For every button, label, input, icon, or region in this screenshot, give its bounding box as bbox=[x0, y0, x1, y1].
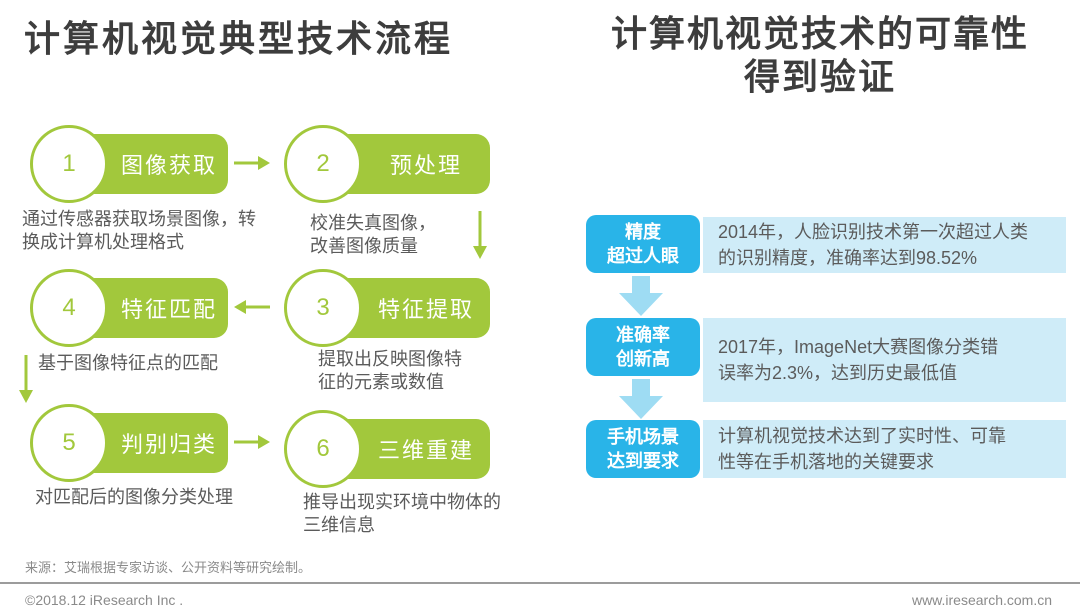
footer-divider bbox=[0, 582, 1080, 584]
verification-text-1: 2014年，人脸识别技术第一次超过人类 的识别精度，准确率达到98.52% bbox=[703, 217, 1066, 273]
step-description-5: 对匹配后的图像分类处理 bbox=[35, 487, 233, 507]
verification-label-2: 准确率 创新高 bbox=[586, 318, 700, 376]
flow-arrow-down-icon bbox=[473, 211, 487, 259]
block-arrow-down-icon bbox=[619, 379, 663, 419]
flow-arrow-right-icon bbox=[234, 435, 270, 449]
step-number-badge-6: 6 bbox=[284, 410, 362, 488]
source-note: 来源：艾瑞根据专家访谈、公开资料等研究绘制。 bbox=[25, 560, 312, 575]
step-description-1: 通过传感器获取场景图像，转 换成计算机处理格式 bbox=[22, 209, 256, 252]
verification-label-3: 手机场景 达到要求 bbox=[586, 420, 700, 478]
step-label: 特征提取 bbox=[377, 297, 474, 322]
step-number: 2 bbox=[316, 150, 330, 177]
step-number-badge-1: 1 bbox=[30, 125, 108, 203]
block-arrow-down-icon bbox=[619, 276, 663, 316]
step-label: 三维重建 bbox=[377, 438, 474, 463]
copyright-text: ©2018.12 iResearch Inc . bbox=[25, 592, 184, 608]
verification-text-3: 计算机视觉技术达到了实时性、可靠 性等在手机落地的关键要求 bbox=[703, 420, 1066, 478]
step-number-badge-2: 2 bbox=[284, 125, 362, 203]
step-number: 1 bbox=[62, 150, 76, 177]
step-label: 特征匹配 bbox=[120, 297, 217, 322]
step-description-6: 推导出现实环境中物体的 三维信息 bbox=[303, 492, 501, 535]
website-url: www.iresearch.com.cn bbox=[911, 592, 1052, 608]
step-number: 4 bbox=[62, 294, 76, 321]
step-number-badge-3: 3 bbox=[284, 269, 362, 347]
step-description-4: 基于图像特征点的匹配 bbox=[38, 353, 218, 373]
right-title-line1: 计算机视觉技术的可靠性 bbox=[610, 13, 1029, 54]
step-number-badge-4: 4 bbox=[30, 269, 108, 347]
flow-arrow-down-icon bbox=[19, 355, 33, 403]
flow-arrow-left-icon bbox=[234, 300, 270, 314]
left-section-title: 计算机视觉典型技术流程 bbox=[24, 18, 454, 59]
verification-text-2: 2017年，ImageNet大赛图像分类错 误率为2.3%，达到历史最低值 bbox=[703, 318, 1066, 402]
step-label: 判别归类 bbox=[120, 432, 217, 457]
step-number: 3 bbox=[316, 294, 330, 321]
right-title-line2: 得到验证 bbox=[743, 56, 896, 97]
step-label: 图像获取 bbox=[120, 153, 217, 178]
step-number: 6 bbox=[316, 435, 330, 462]
step-description-2: 校准失真图像， 改善图像质量 bbox=[310, 213, 436, 256]
step-number: 5 bbox=[62, 429, 76, 456]
flow-arrow-right-icon bbox=[234, 156, 270, 170]
verification-label-1: 精度 超过人眼 bbox=[586, 215, 700, 273]
right-section-title: 计算机视觉技术的可靠性 得到验证 bbox=[565, 12, 1075, 98]
step-label: 预处理 bbox=[389, 153, 462, 178]
step-number-badge-5: 5 bbox=[30, 404, 108, 482]
step-description-3: 提取出反映图像特 征的元素或数值 bbox=[318, 349, 462, 392]
